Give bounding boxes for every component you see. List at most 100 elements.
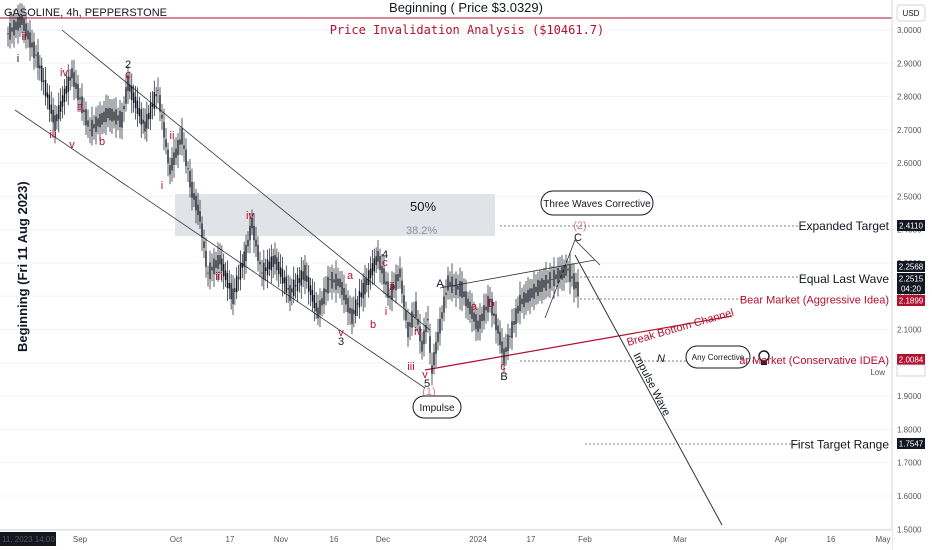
- x-cursor-tag: [0, 532, 56, 546]
- fib-382-label: 38.2%: [406, 225, 437, 237]
- price-bar: [551, 278, 553, 280]
- price-bar: [345, 294, 347, 305]
- bulb-icon: [758, 350, 770, 365]
- price-bar: [35, 54, 37, 56]
- price-bar: [61, 95, 64, 107]
- price-bar: [315, 302, 317, 312]
- price-bar: [215, 260, 217, 268]
- price-bar: [56, 114, 58, 122]
- price-bar: [230, 282, 232, 300]
- price-bar: [113, 111, 115, 121]
- price-bar: [73, 72, 75, 87]
- price-bar: [487, 295, 489, 313]
- price-bar: [42, 80, 45, 82]
- price-bar: [39, 65, 41, 69]
- price-bar: [463, 291, 465, 298]
- price-bar: [323, 288, 325, 305]
- price-bar: [497, 325, 499, 334]
- price-bar: [132, 92, 135, 103]
- price-bar: [563, 266, 565, 279]
- price-tag-label: 04:20: [901, 285, 922, 294]
- price-bar: [274, 255, 276, 265]
- price-tag: [897, 295, 925, 306]
- price-tag: [896, 364, 926, 377]
- price-bar: [217, 255, 219, 269]
- price-bar: [195, 195, 197, 211]
- price-bar: [25, 23, 27, 37]
- price-axis[interactable]: USD 3.0000 2.9000 2.8000 2.7000 2.6000 2.5000…: [870, 0, 932, 550]
- price-bar: [501, 341, 503, 354]
- price-bar: [409, 322, 411, 327]
- wave-label: a: [471, 301, 478, 313]
- price-bar: [117, 115, 119, 121]
- price-bar: [167, 149, 169, 164]
- price-bar: [276, 257, 278, 271]
- y-tick-label: 2.1000: [897, 326, 922, 335]
- price-bar: [181, 128, 183, 145]
- price-bar: [368, 270, 370, 286]
- price-bar: [289, 285, 291, 301]
- price-bar: [517, 305, 519, 314]
- price-bar: [567, 268, 569, 271]
- price-bar: [71, 68, 73, 79]
- wave-label: iv: [414, 326, 422, 338]
- price-bar: [447, 275, 449, 291]
- price-bar: [219, 255, 221, 265]
- price-bar: [521, 298, 523, 304]
- price-bar: [401, 280, 403, 294]
- x-tick-label: Oct: [170, 535, 183, 544]
- wave-label: C: [574, 232, 582, 244]
- x-tick-labels: 11, 2023 14:00 Sep Oct 17 Nov 16 Dec 2024 17 Feb M…: [0, 532, 891, 546]
- price-bar: [503, 348, 505, 364]
- price-bar: [391, 283, 393, 300]
- price-bar: [341, 282, 343, 295]
- price-bar: [81, 96, 83, 114]
- price-bar: [381, 266, 383, 274]
- price-bar: [58, 105, 60, 120]
- price-bar: [403, 295, 405, 308]
- price-bar: [329, 279, 331, 281]
- wave-label: iii: [215, 271, 222, 283]
- price-bar: [228, 283, 230, 289]
- price-bar: [142, 119, 144, 124]
- price-bar: [505, 347, 507, 352]
- price-tag: [897, 283, 925, 294]
- price-bar: [308, 277, 310, 292]
- price-bar: [266, 259, 269, 276]
- price-bar: [543, 280, 545, 288]
- price-bar: [360, 292, 362, 298]
- price-bar: [226, 273, 229, 289]
- price-tag-label: 2.2515: [899, 275, 924, 284]
- price-bar: [109, 108, 111, 121]
- price-bar: [173, 152, 175, 165]
- x-tick-label: Nov: [274, 535, 288, 544]
- price-bar: [449, 281, 451, 287]
- price-bar: [467, 298, 469, 309]
- price-bar: [169, 165, 171, 175]
- x-tick-label: Dec: [376, 535, 390, 544]
- price-bar: [527, 290, 529, 303]
- price-bar: [455, 278, 457, 296]
- price-bar: [511, 321, 513, 338]
- any-corrective-text: Any Corrective: [692, 353, 745, 362]
- three-waves-text: Three Waves Corrective: [543, 199, 651, 210]
- price-bar: [383, 268, 385, 285]
- price-bar: [509, 335, 511, 337]
- price-bar: [499, 331, 501, 346]
- price-bar: [211, 266, 213, 271]
- currency-button[interactable]: [896, 4, 926, 22]
- wave-label: 4: [382, 249, 388, 261]
- price-bar: [309, 285, 312, 296]
- price-bar: [83, 109, 85, 113]
- price-tag-label: 1.7547: [899, 440, 924, 449]
- price-bar: [349, 307, 351, 314]
- price-bar: [134, 96, 137, 109]
- price-bar: [201, 223, 203, 238]
- price-bar: [187, 168, 189, 170]
- price-bar: [163, 122, 165, 138]
- time-axis[interactable]: 11, 2023 14:00 Sep Oct 17 Nov 16 Dec 2024 17 Feb M…: [0, 529, 892, 550]
- price-bar: [541, 278, 543, 292]
- price-bar: [37, 52, 39, 68]
